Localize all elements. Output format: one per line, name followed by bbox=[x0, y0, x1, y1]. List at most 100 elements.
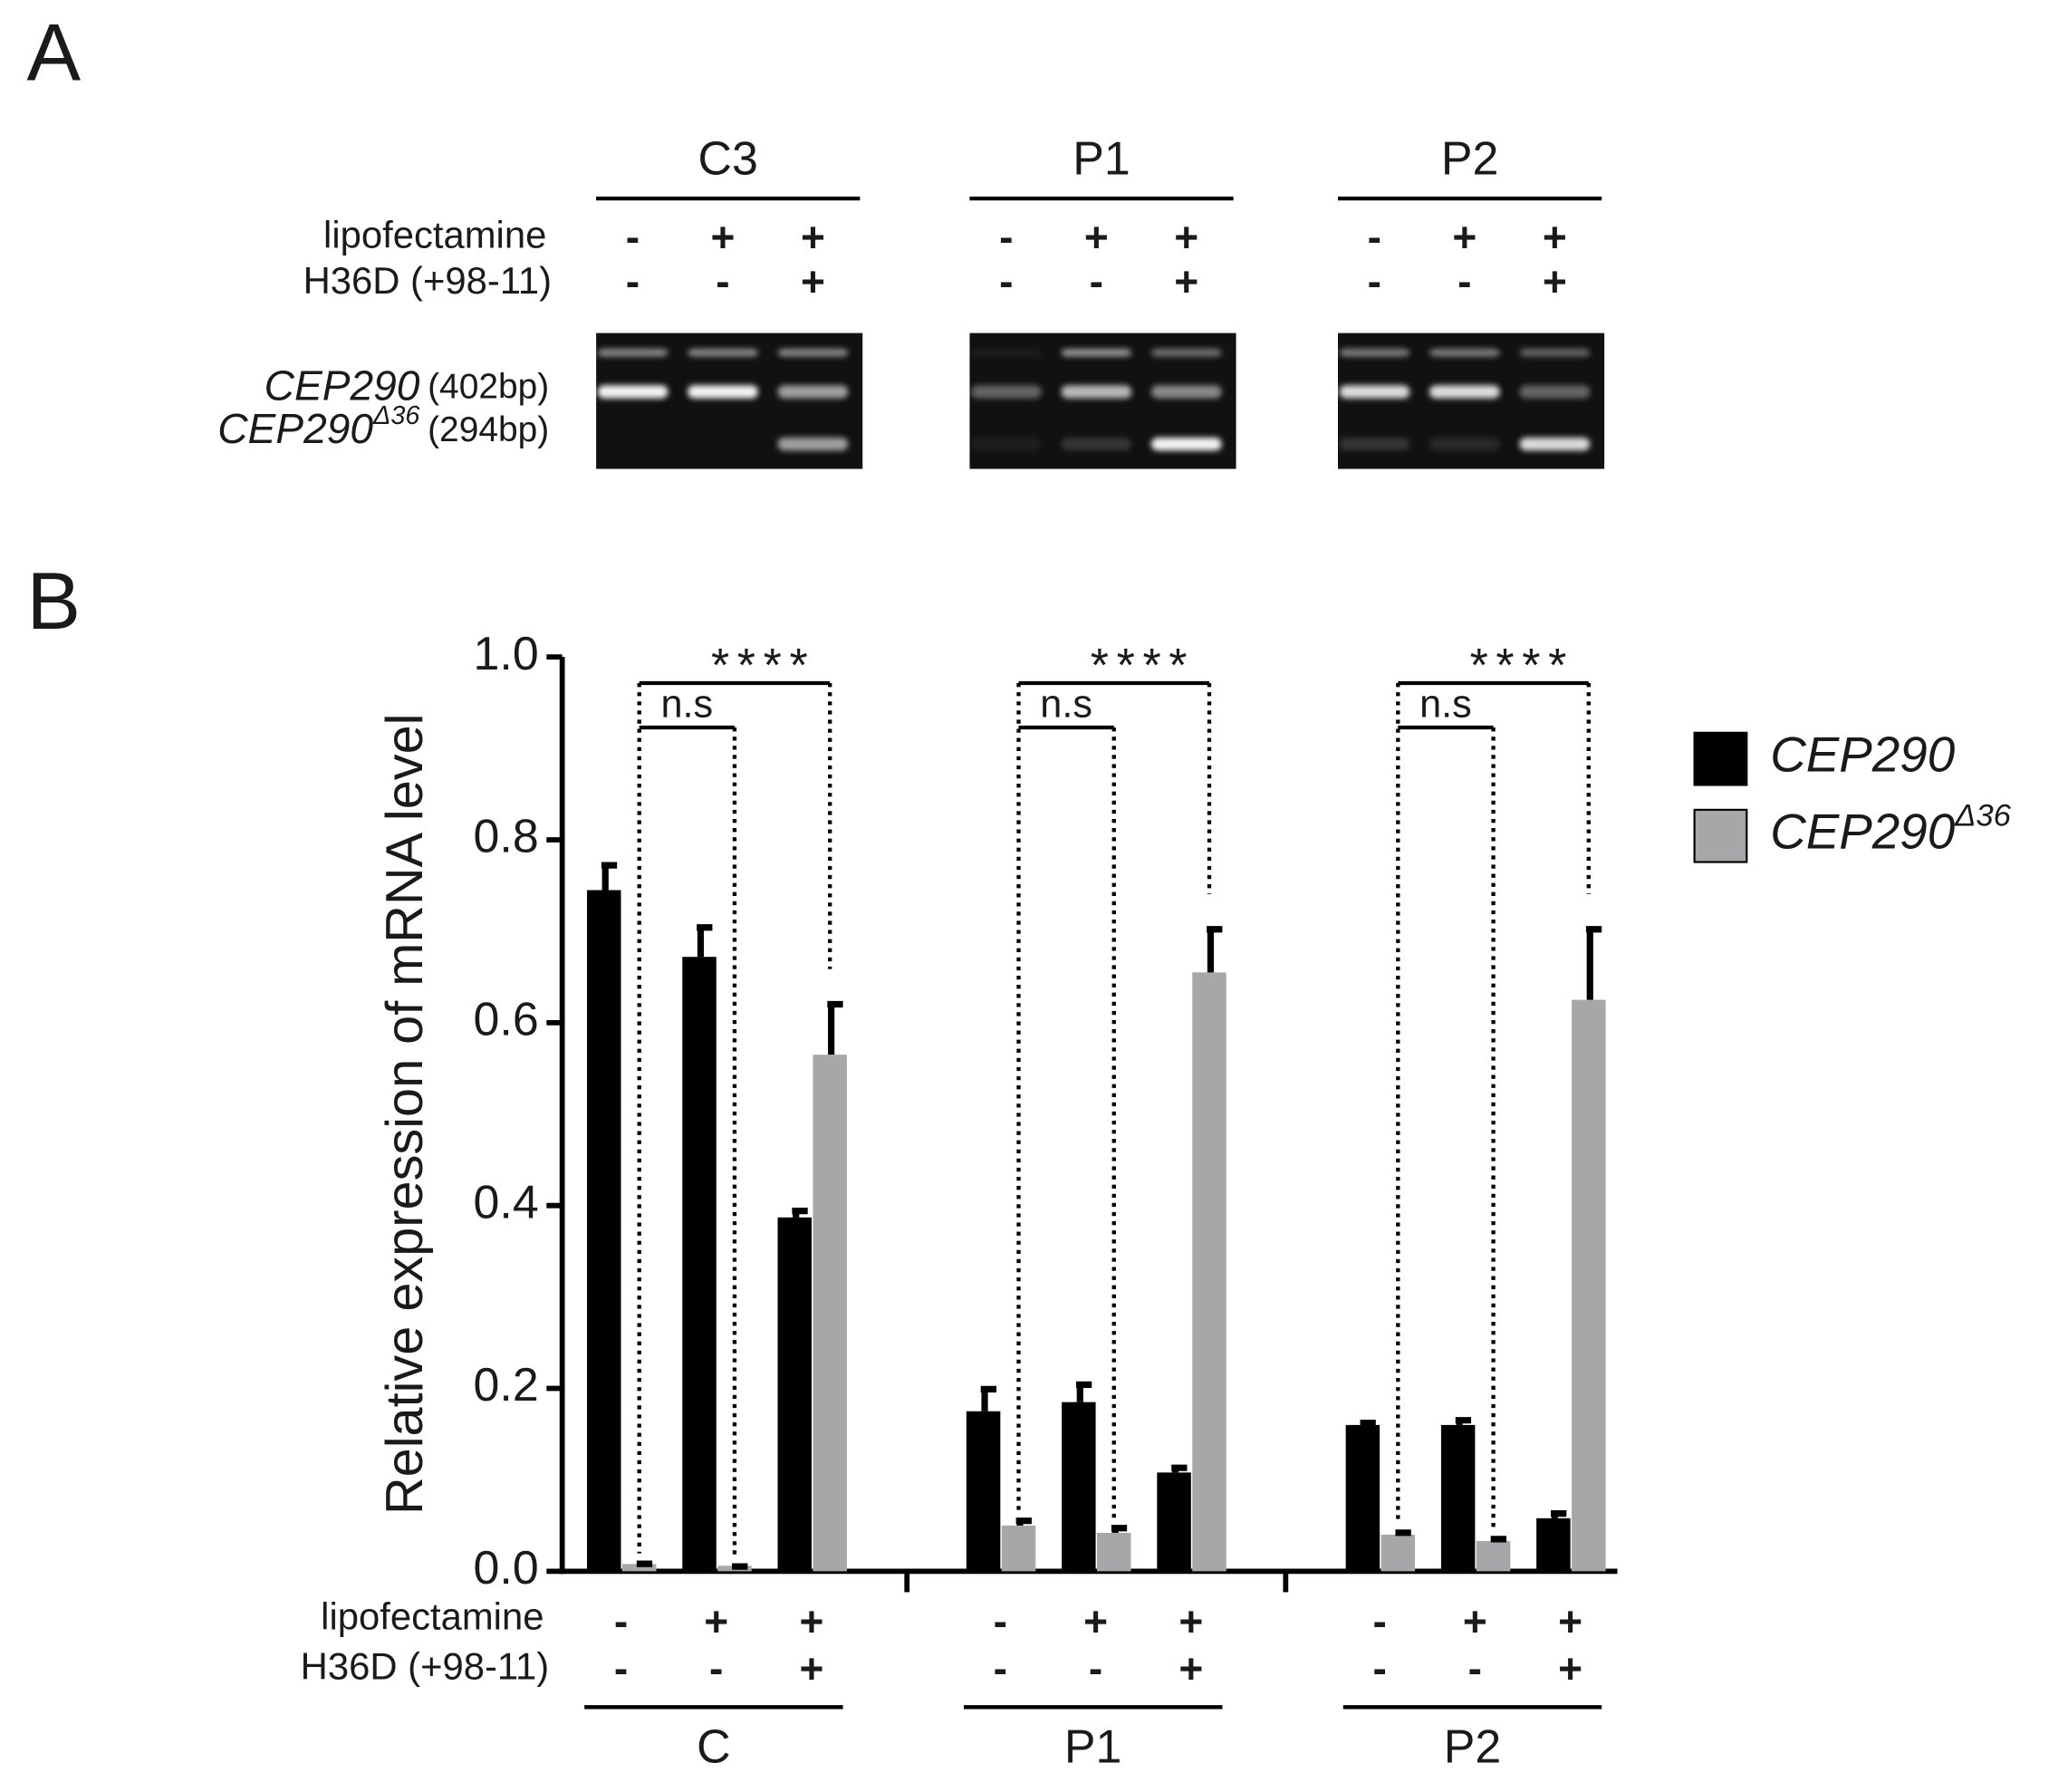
gel-band bbox=[1150, 437, 1222, 451]
gel-band bbox=[1339, 437, 1410, 451]
band-size: (294bp) bbox=[428, 410, 549, 449]
bar bbox=[682, 957, 717, 1572]
lane-sign: - bbox=[614, 1645, 628, 1692]
legend-name: CEP290 bbox=[1770, 727, 1955, 783]
legend-name: CEP290 bbox=[1770, 804, 1955, 860]
lane-sign: - bbox=[999, 257, 1013, 304]
lane-sign: + bbox=[1178, 1645, 1203, 1692]
lane-sign: - bbox=[1457, 257, 1471, 304]
lane-sign: + bbox=[1558, 1645, 1582, 1692]
band-size: (402bp) bbox=[428, 368, 549, 407]
bar bbox=[1001, 1525, 1036, 1572]
lane-sign: - bbox=[1368, 257, 1381, 304]
gel-band bbox=[1519, 385, 1591, 399]
row-label: lipofectamine bbox=[323, 213, 546, 255]
bar bbox=[587, 890, 621, 1572]
group-label: C bbox=[697, 1720, 730, 1773]
band-label: CEP290 (402bp) bbox=[265, 362, 550, 409]
lane-sign: - bbox=[1372, 1645, 1386, 1692]
gel-band bbox=[1150, 385, 1222, 399]
lane-sign: + bbox=[1452, 213, 1477, 260]
gel-band bbox=[777, 385, 849, 399]
gel-band bbox=[1519, 437, 1591, 451]
y-tick-label: 0.0 bbox=[474, 1541, 539, 1594]
bar bbox=[813, 1055, 847, 1572]
legend-label: CEP290Δ36 bbox=[1770, 799, 2011, 861]
gel-band bbox=[1339, 348, 1410, 357]
lane-sign: - bbox=[1372, 1598, 1386, 1645]
gel-band bbox=[688, 348, 758, 357]
significance: n.s bbox=[1040, 682, 1092, 726]
lane-sign: - bbox=[626, 213, 640, 260]
lane-sign: - bbox=[999, 213, 1013, 260]
y-tick-label: 0.4 bbox=[474, 1175, 539, 1228]
gel-band bbox=[597, 385, 669, 399]
legend-swatch bbox=[1693, 731, 1748, 786]
lane-sign: + bbox=[1543, 213, 1567, 260]
bar bbox=[1440, 1424, 1476, 1572]
gel-band bbox=[777, 437, 849, 451]
gel-band bbox=[1339, 385, 1410, 399]
lane-sign: - bbox=[1368, 213, 1381, 260]
significance: **** bbox=[1091, 639, 1195, 691]
bar bbox=[1345, 1424, 1380, 1572]
group-label: P2 bbox=[1444, 1720, 1501, 1773]
lane-sign: + bbox=[801, 213, 825, 260]
gel-band bbox=[970, 348, 1042, 357]
gel-band bbox=[1429, 348, 1500, 357]
y-tick-label: 0.8 bbox=[474, 810, 539, 862]
bar bbox=[621, 1564, 657, 1572]
gene-name: CEP290 bbox=[265, 362, 420, 409]
bar bbox=[1380, 1534, 1416, 1572]
significance: n.s bbox=[1419, 682, 1472, 726]
bar bbox=[1157, 1472, 1191, 1572]
group-label: P2 bbox=[1441, 131, 1498, 184]
bar bbox=[966, 1411, 1001, 1572]
lane-sign: + bbox=[711, 213, 736, 260]
gel-band bbox=[1061, 348, 1132, 357]
bar bbox=[1062, 1402, 1096, 1572]
gel-band bbox=[1061, 437, 1132, 451]
superscript: Δ36 bbox=[372, 401, 420, 430]
group-label: C3 bbox=[698, 131, 758, 184]
lane-sign: - bbox=[1090, 257, 1103, 304]
y-tick-label: 0.6 bbox=[474, 993, 539, 1045]
lane-sign: - bbox=[994, 1598, 1007, 1645]
significance: **** bbox=[1470, 639, 1574, 691]
lane-sign: + bbox=[1558, 1598, 1582, 1645]
gel-band bbox=[970, 437, 1042, 451]
lane-sign: + bbox=[800, 1598, 824, 1645]
gel-band bbox=[1429, 385, 1500, 399]
lane-sign: - bbox=[1089, 1645, 1102, 1692]
bar bbox=[1097, 1532, 1131, 1572]
gel-band bbox=[777, 348, 849, 357]
panel-label: A bbox=[27, 6, 82, 97]
legend-swatch bbox=[1693, 808, 1748, 863]
bar bbox=[777, 1217, 813, 1572]
gel-band bbox=[1429, 437, 1500, 451]
gel-band bbox=[1519, 348, 1591, 357]
lane-sign: + bbox=[1463, 1598, 1487, 1645]
lane-sign: - bbox=[716, 257, 729, 304]
lane-sign: + bbox=[704, 1598, 728, 1645]
significance: **** bbox=[711, 639, 815, 691]
lane-sign: + bbox=[1543, 257, 1567, 304]
lane-sign: - bbox=[1468, 1645, 1482, 1692]
lane-sign: + bbox=[1178, 1598, 1203, 1645]
lane-sign: - bbox=[709, 1645, 723, 1692]
lane-sign: - bbox=[994, 1645, 1007, 1692]
lane-sign: + bbox=[800, 1645, 824, 1692]
significance: n.s bbox=[660, 682, 713, 726]
gel-band bbox=[1061, 385, 1132, 399]
lane-sign: + bbox=[801, 257, 825, 304]
row-label: lipofectamine bbox=[321, 1595, 544, 1638]
lane-sign: - bbox=[614, 1598, 628, 1645]
gel-band bbox=[1150, 348, 1222, 357]
legend-label: CEP290 bbox=[1770, 727, 1955, 783]
y-tick-label: 0.2 bbox=[474, 1358, 539, 1411]
gel-band bbox=[688, 385, 758, 399]
lane-sign: + bbox=[1174, 257, 1198, 304]
panel-label: B bbox=[27, 555, 82, 646]
